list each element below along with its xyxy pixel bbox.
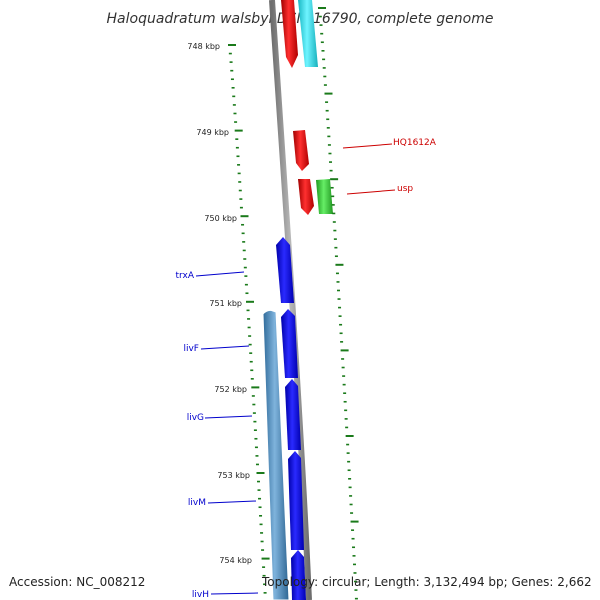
gene-label-livF: livF <box>183 344 199 354</box>
gene-livG-feature <box>285 379 301 450</box>
gene-green <box>316 179 333 214</box>
leader-livM <box>207 500 257 504</box>
accession-text: Accession: NC_008212 <box>9 575 145 589</box>
gene-label-usp: usp <box>397 184 413 194</box>
tick-label-754: 754 kbp <box>219 556 252 565</box>
tick-label-751: 751 kbp <box>209 299 242 308</box>
ticks-right <box>318 7 359 600</box>
gene-label-livG: livG <box>187 413 204 423</box>
tick-label-749: 749 kbp <box>196 128 229 137</box>
tick-label-748: 748 kbp <box>187 42 220 51</box>
gene-cyan-top <box>298 0 318 67</box>
leader-HQ1612A <box>342 143 393 149</box>
tick-label-753: 753 kbp <box>217 471 250 480</box>
leader-livG <box>204 415 253 419</box>
tick-label-750: 750 kbp <box>204 214 237 223</box>
leader-usp <box>346 189 396 195</box>
gene-label-HQ1612A: HQ1612A <box>393 138 437 148</box>
leader-livF <box>200 345 250 350</box>
tick-label-752: 752 kbp <box>214 385 247 394</box>
gene-label-livH: livH <box>192 590 209 600</box>
gene-HQ1612A <box>293 130 309 171</box>
gene-label-livM: livM <box>188 498 206 508</box>
gene-livM-feature <box>288 451 304 550</box>
gene-label-trxA: trxA <box>176 271 195 281</box>
topology-text: Topology: circular; Length: 3,132,494 bp… <box>261 575 592 589</box>
gene-usp-feature <box>298 179 314 215</box>
gene-livF-feature <box>281 309 298 378</box>
operon-feature <box>262 309 290 600</box>
gene-livH-feature <box>291 550 306 600</box>
gene-trxA-feature <box>276 237 294 303</box>
gene-red-top <box>281 0 298 68</box>
ticks-left <box>228 44 270 594</box>
leader-trxA <box>195 271 245 277</box>
leader-livH <box>210 592 259 595</box>
